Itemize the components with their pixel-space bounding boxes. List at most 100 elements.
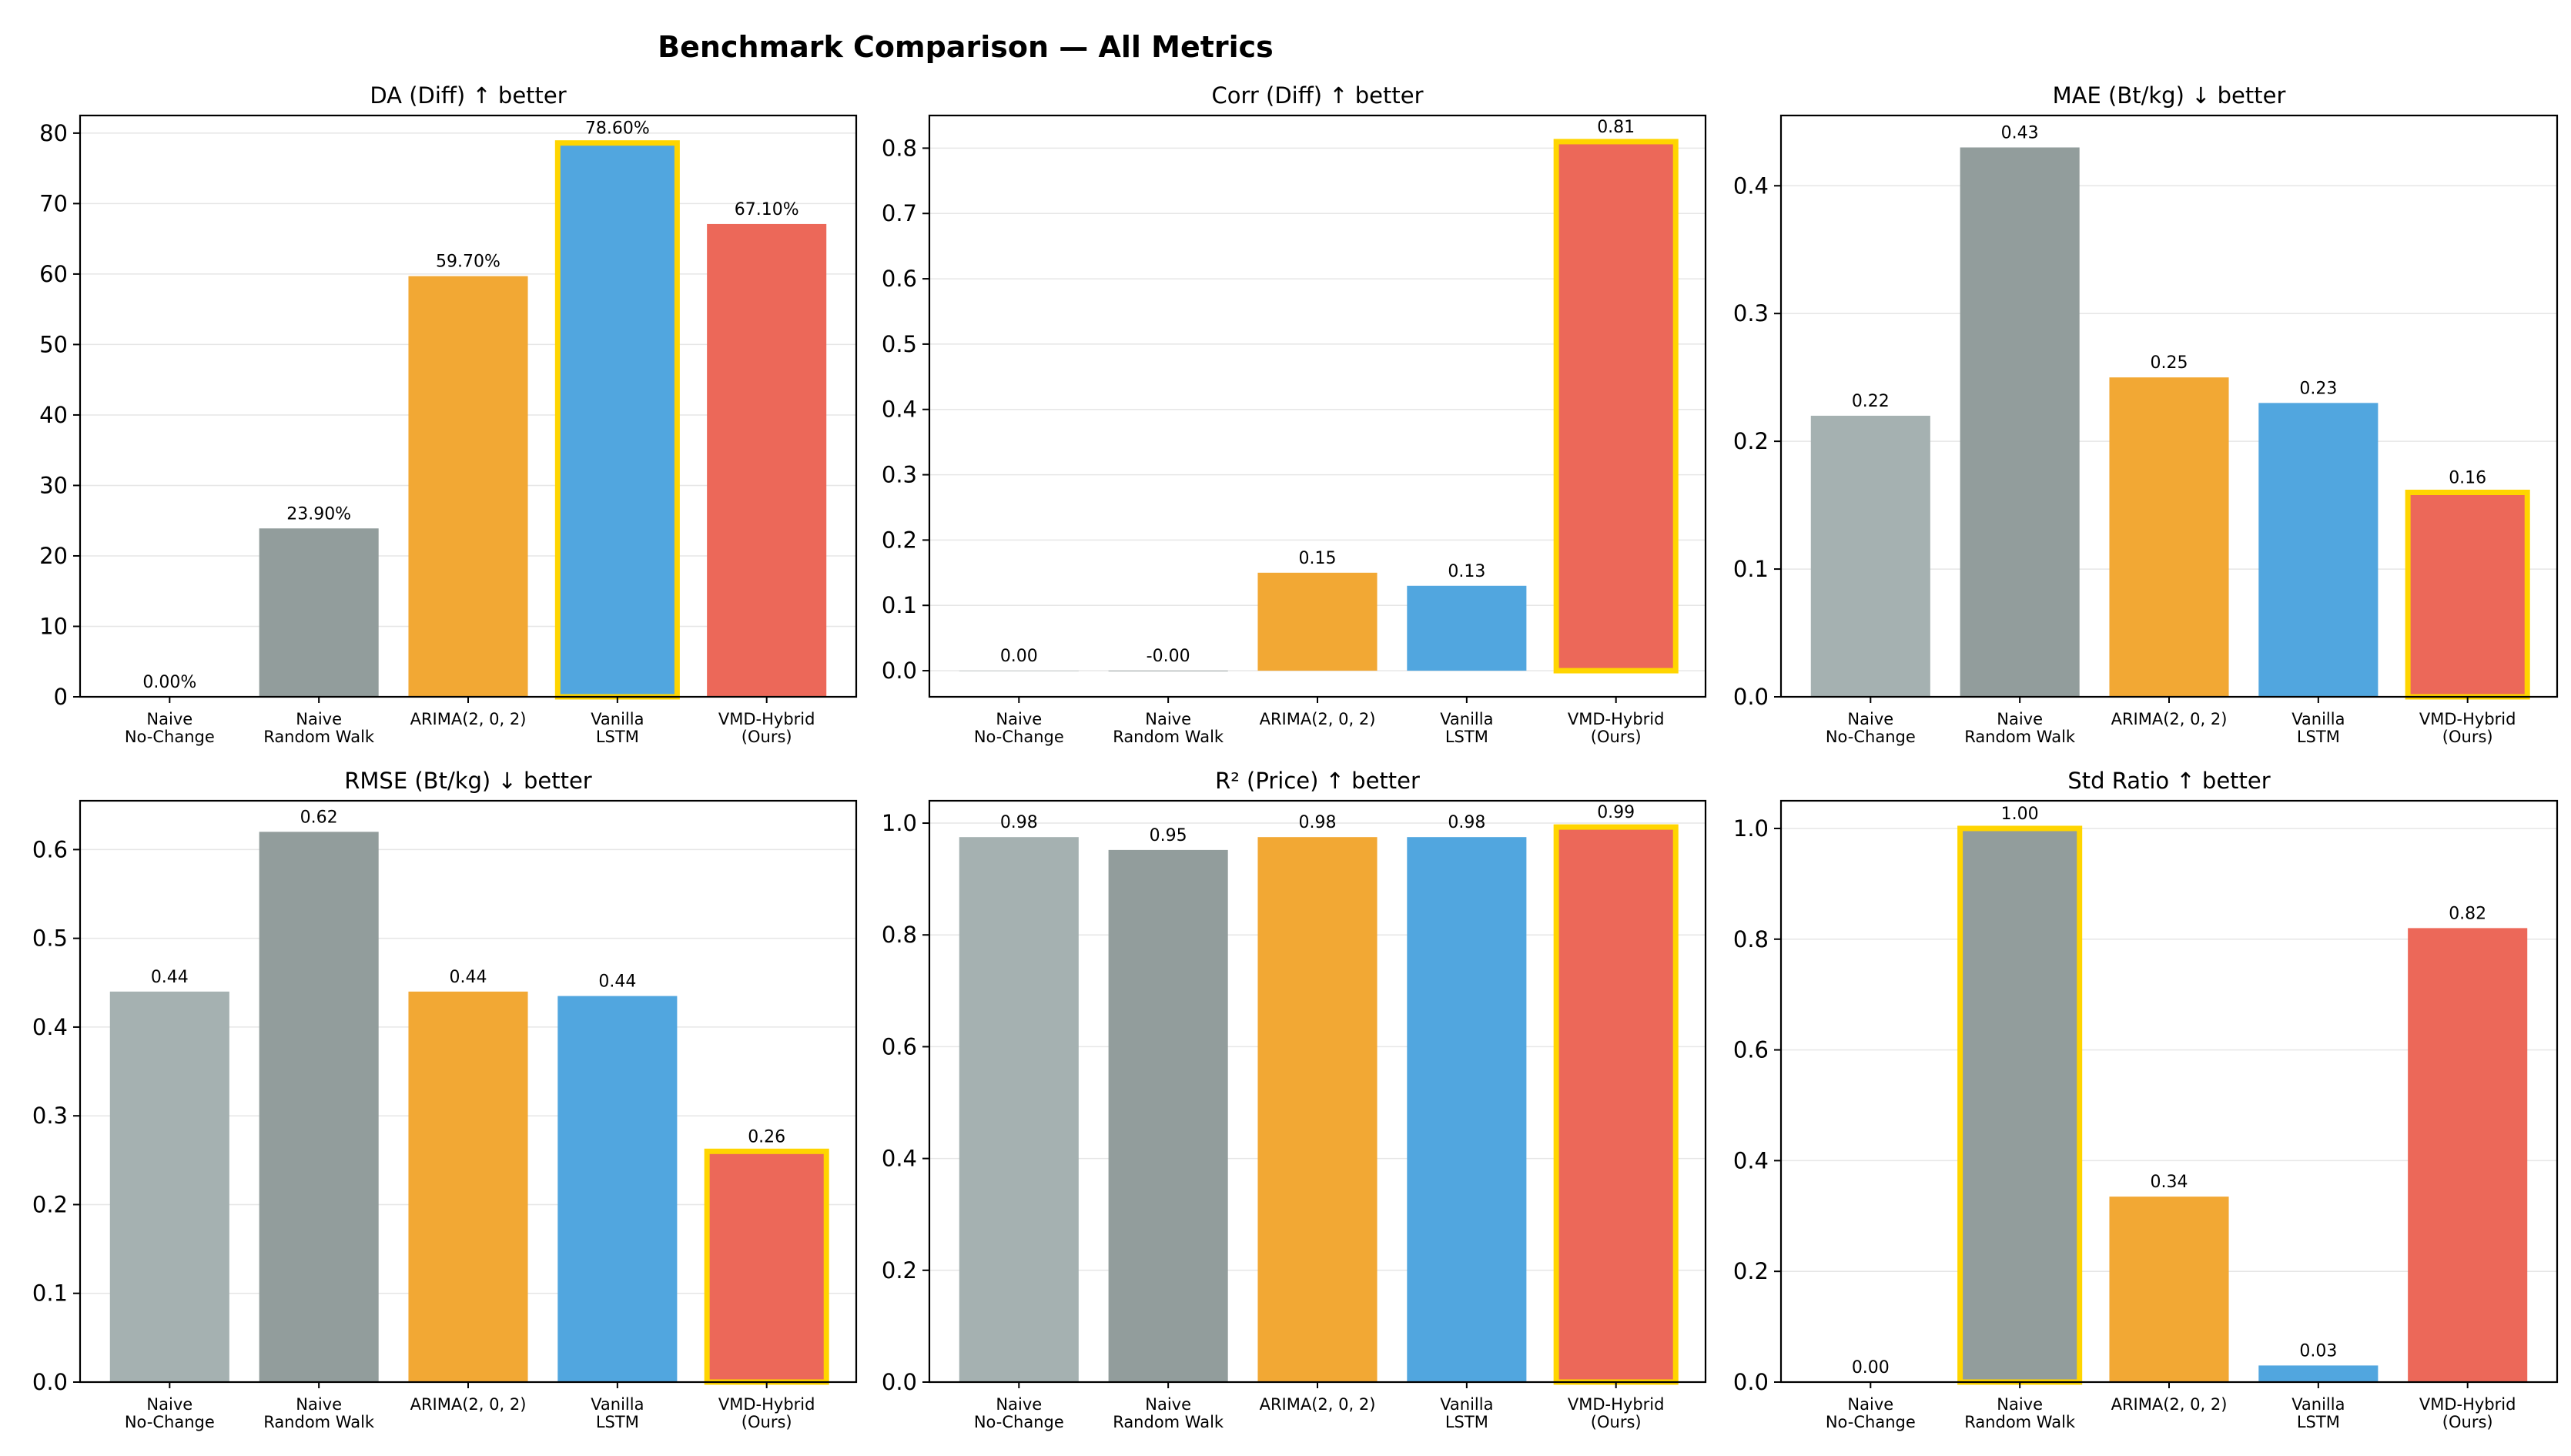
bar-naive-no-change [109,991,229,1382]
y-tick-label: 0.8 [882,135,917,161]
x-tick-label: VMD-Hybrid [718,1395,815,1414]
x-tick-label: Vanilla [591,1395,644,1414]
x-tick-label: No-Change [1826,1413,1916,1431]
x-tick-label: LSTM [2297,1413,2340,1431]
value-label: 67.10% [735,200,799,219]
y-tick-label: 0.8 [1733,926,1769,952]
y-tick-label: 0.5 [882,331,917,357]
x-tick-label: VMD-Hybrid [718,710,815,728]
panel-title: Std Ratio ↑ better [2067,768,2270,794]
value-label: 0.16 [2449,469,2486,488]
panel-title: MAE (Bt/kg) ↓ better [2053,82,2286,109]
x-tick-label: Naive [1847,1395,1893,1414]
y-tick-label: 0.6 [32,836,68,862]
y-tick-label: 0.4 [1733,1147,1769,1173]
y-tick-label: 50 [39,331,68,357]
x-tick-label: ARIMA(2, 0, 2) [1260,710,1376,728]
axes-frame [1779,114,2559,698]
bar-vanilla-lstm [2258,1365,2379,1382]
value-label: 0.62 [300,808,338,827]
x-tick-label: LSTM [2297,728,2340,746]
x-tick-label: ARIMA(2, 0, 2) [410,710,527,728]
bar-naive-no-change [959,837,1079,1382]
bar-vmd-hybrid-ours [2405,490,2530,700]
x-tick-label: Random Walk [1964,1413,2076,1431]
x-tick-label: ARIMA(2, 0, 2) [2111,710,2228,728]
y-tick-label: 0.7 [882,200,917,226]
value-label: 0.13 [1448,562,1485,581]
y-tick-label: 70 [39,190,68,216]
bar-naive-random-walk [1957,825,2083,1385]
y-tick-label: 30 [39,472,68,498]
y-tick-label: 0.2 [32,1191,68,1217]
value-label: 0.81 [1597,118,1635,137]
y-tick-label: 40 [39,402,68,428]
x-tick-label: No-Change [125,728,215,746]
panel-title: R² (Price) ↑ better [1215,768,1420,794]
bar-vanilla-lstm [554,140,680,700]
y-tick-label: 0.3 [882,462,917,488]
axes-frame [79,799,858,1384]
value-label: 0.82 [2449,904,2486,923]
y-tick-label: 0.2 [1733,1258,1769,1284]
chart-panel-6: Std Ratio ↑ better 0.0 0.2 0.4 0.6 0.8 1.0 0.00… [1733,768,2559,1431]
bar-arima-2-0-2 [2109,377,2229,697]
panels: DA (Diff) ↑ better 0 10 20 30 40 50 60 70 80 0.00%… [32,82,2559,1431]
value-label: 59.70% [436,253,500,272]
value-label: 0.44 [151,968,189,987]
value-label: 0.25 [2151,353,2188,373]
x-tick-label: No-Change [1826,728,1916,746]
bar-vmd-hybrid-ours [2408,928,2528,1382]
x-tick-label: Random Walk [1964,728,2076,746]
x-tick-label: Vanilla [1440,710,1493,728]
x-tick-label: Random Walk [263,1413,375,1431]
value-label: 0.15 [1299,549,1337,568]
x-tick-label: Vanilla [2291,710,2345,728]
x-tick-label: VMD-Hybrid [2419,710,2516,728]
bar-vmd-hybrid-ours [1553,139,1679,674]
y-tick-label: 0.0 [882,658,917,684]
value-label: 0.44 [450,968,487,987]
x-tick-label: LSTM [596,1413,639,1431]
value-label: 0.99 [1597,803,1635,822]
value-label: 0.00 [1000,647,1038,666]
x-tick-label: Vanilla [1440,1395,1493,1414]
value-label: 0.23 [2299,379,2337,398]
x-tick-label: Naive [1145,1395,1191,1414]
bar-arima-2-0-2 [1257,837,1378,1382]
value-label: 0.44 [598,972,636,992]
y-tick-label: 0.2 [882,527,917,553]
x-tick-label: Naive [1997,710,2043,728]
value-label: 0.00 [1852,1358,1890,1377]
bar-vmd-hybrid-ours [1553,824,1679,1385]
axes-frame [1779,799,2559,1384]
bar-naive-random-walk [259,832,379,1382]
bar-vanilla-lstm [2258,403,2379,697]
panel-title: Corr (Diff) ↑ better [1211,82,1423,109]
y-tick-label: 0.4 [882,1146,917,1172]
y-tick-label: 0.4 [32,1014,68,1040]
axes-frame [79,114,858,698]
bar-naive-no-change [1810,415,1930,697]
value-label: 0.03 [2299,1341,2337,1361]
x-tick-label: (Ours) [2442,728,2493,746]
x-tick-label: Naive [1997,1395,2043,1414]
y-tick-label: 0.2 [882,1257,917,1284]
y-tick-label: 0.1 [882,592,917,618]
x-tick-label: VMD-Hybrid [1568,1395,1665,1414]
value-label: 0.34 [2151,1173,2188,1192]
panel-title: RMSE (Bt/kg) ↓ better [344,768,592,794]
value-label: 0.22 [1852,392,1890,411]
y-tick-label: 0.3 [32,1103,68,1129]
chart-panel-1: DA (Diff) ↑ better 0 10 20 30 40 50 60 70 80 0.00%… [39,82,858,746]
x-tick-label: Naive [1145,710,1191,728]
value-label: 0.98 [1448,813,1485,832]
x-tick-label: Random Walk [263,728,375,746]
value-label: 78.60% [585,119,650,139]
x-tick-label: LSTM [596,728,639,746]
x-tick-label: LSTM [1445,1413,1488,1431]
x-tick-label: Naive [996,710,1042,728]
y-tick-label: 0.4 [882,397,917,423]
y-tick-label: 80 [39,120,68,146]
